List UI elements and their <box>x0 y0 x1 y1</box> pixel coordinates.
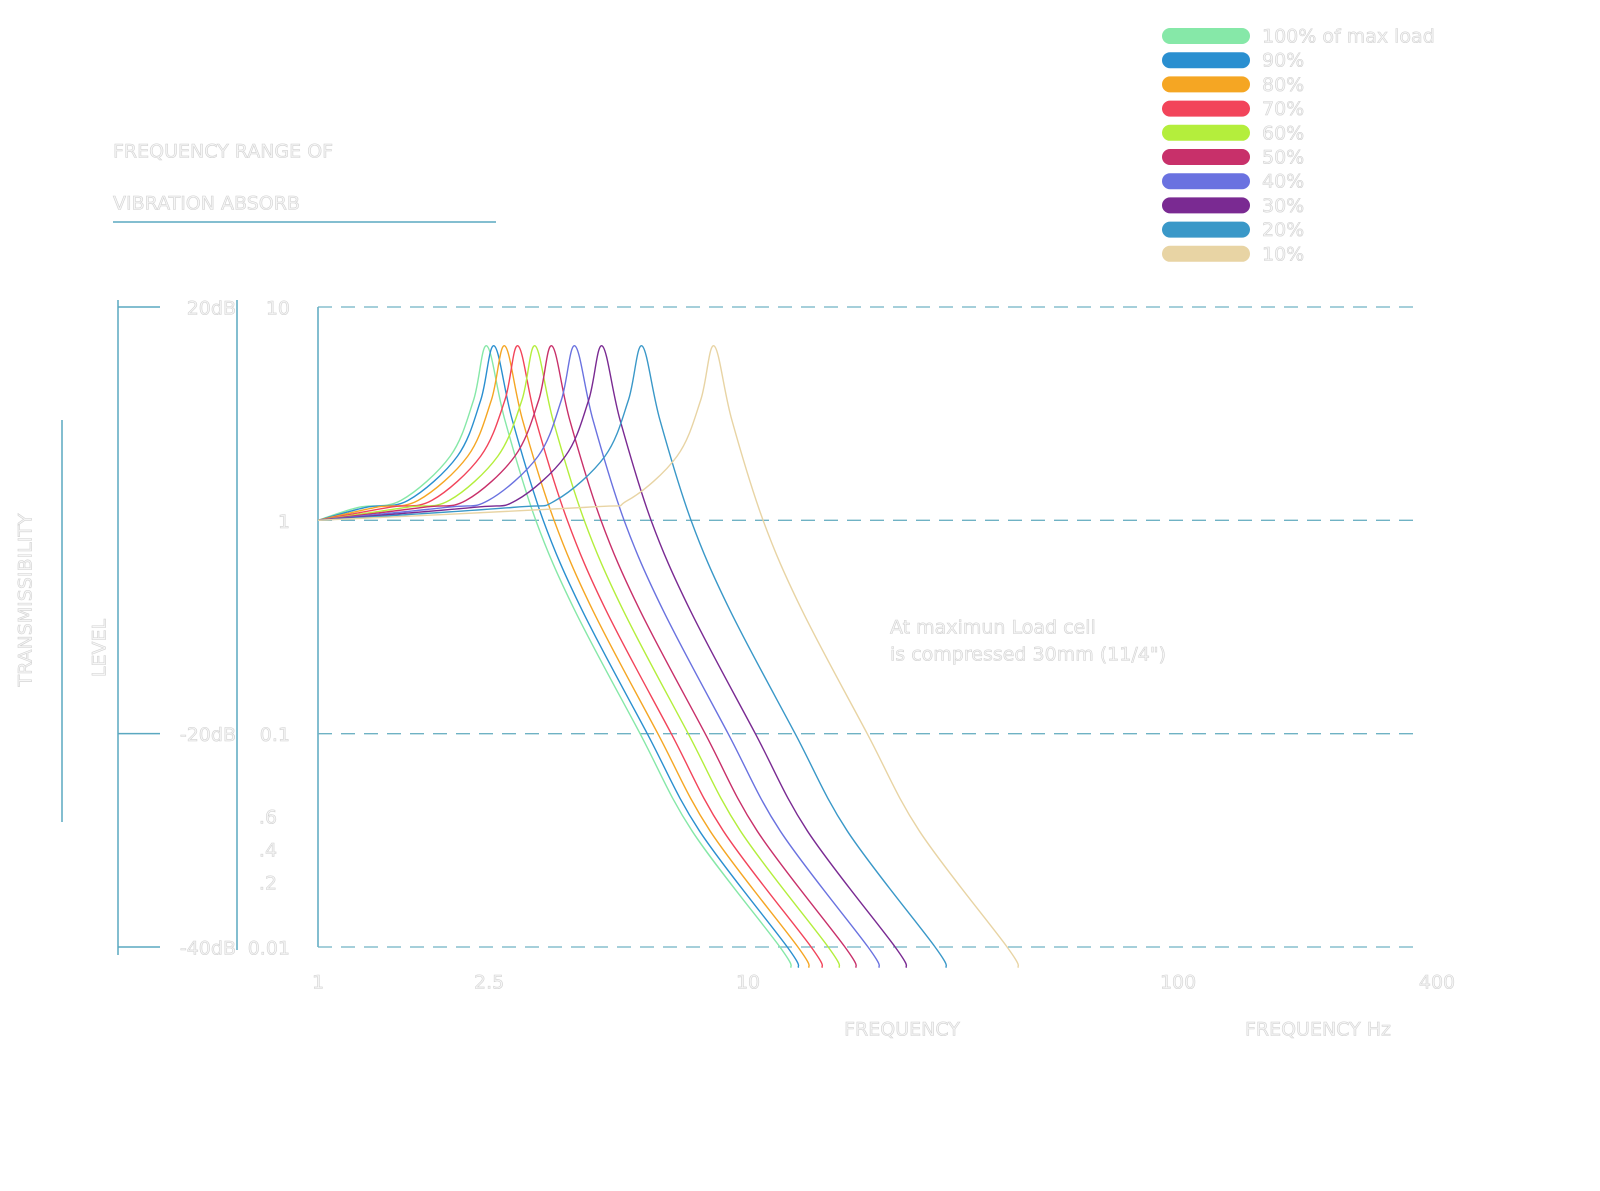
y-tick-label: 0.1 <box>260 724 290 746</box>
x-tick-label: 2.5 <box>474 972 504 994</box>
chart-title: FREQUENCY RANGE OF <box>113 141 333 163</box>
y-tick-label: 10 <box>266 298 290 320</box>
y2-tick-label: -20dB <box>180 724 236 746</box>
series-line <box>317 345 810 969</box>
series-line <box>317 345 857 969</box>
legend-swatch <box>1162 28 1250 44</box>
legend-swatch <box>1162 149 1250 165</box>
series-line <box>317 345 1020 969</box>
y-tick-label: 0.01 <box>248 938 290 960</box>
y2-tick-label: -40dB <box>180 938 236 960</box>
series-line <box>317 345 908 969</box>
x-axis-label: FREQUENCY <box>844 1019 960 1041</box>
legend-label: 40% <box>1262 171 1304 193</box>
legend-label: 70% <box>1262 98 1304 120</box>
legend-label: 100% of max load <box>1262 26 1435 48</box>
y-extra-label: .2 <box>259 873 277 895</box>
series-line <box>317 345 881 969</box>
series-line <box>317 345 841 969</box>
legend-swatch <box>1162 124 1250 141</box>
x-tick-label: 100 <box>1160 972 1196 994</box>
annotation: At maximun Load cell <box>890 617 1096 639</box>
legend-label: 10% <box>1262 243 1304 265</box>
legend-swatch <box>1162 197 1250 214</box>
legend-label: 90% <box>1262 50 1304 72</box>
legend-label: 20% <box>1262 219 1304 241</box>
legend-swatch <box>1162 221 1250 238</box>
legend-swatch <box>1162 245 1250 262</box>
x-tick-label: 1 <box>312 972 324 994</box>
legend-swatch <box>1162 100 1250 117</box>
series-line <box>317 345 824 969</box>
x-tick-label: 400 <box>1419 972 1455 994</box>
y-extra-label: .4 <box>259 840 277 862</box>
legend-label: 60% <box>1262 122 1304 144</box>
series-line <box>317 345 948 969</box>
x-tick-label: 10 <box>736 972 760 994</box>
series-line <box>317 345 792 969</box>
y-tick-label: 1 <box>278 511 290 533</box>
legend-swatch <box>1162 173 1250 190</box>
series-line <box>317 345 800 969</box>
chart-subtitle: VIBRATION ABSORB <box>113 193 300 215</box>
legend-label: 80% <box>1262 74 1304 96</box>
y-extra-label: .6 <box>259 807 277 829</box>
x-axis-label-2: FREQUENCY Hz <box>1245 1019 1391 1041</box>
legend-swatch <box>1162 52 1250 69</box>
y-axis-label: TRANSMISSIBILITY <box>15 513 37 687</box>
legend-label: 50% <box>1262 147 1304 169</box>
annotation: is compressed 30mm (11/4") <box>890 644 1166 666</box>
y2-tick-label: 20dB <box>187 298 236 320</box>
y-axis-label-2: LEVEL <box>89 619 111 678</box>
legend-label: 30% <box>1262 195 1304 217</box>
legend-swatch <box>1162 76 1250 93</box>
